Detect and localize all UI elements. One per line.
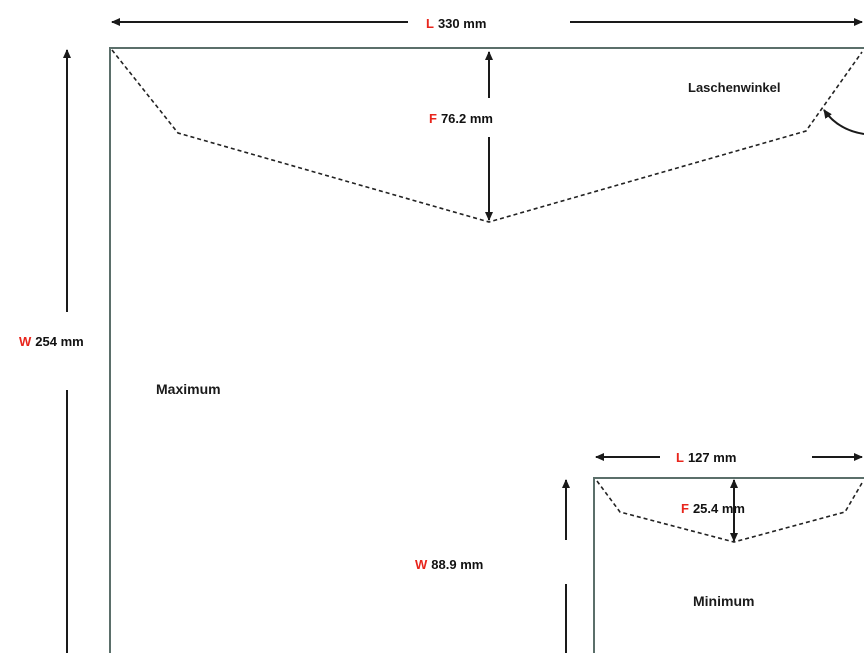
maximum-heading: Maximum — [156, 381, 221, 397]
maximum-envelope: L 330 mm W 254 mm F 76.2 mm Laschenwinkel M… — [19, 16, 864, 653]
flap-angle-arc — [823, 109, 864, 135]
flap-angle-label: Laschenwinkel — [688, 80, 780, 95]
minimum-flap-label: F 25.4 mm — [681, 501, 745, 516]
minimum-envelope-outline — [593, 477, 864, 653]
maximum-flap-label: F 76.2 mm — [429, 111, 493, 126]
minimum-heading: Minimum — [693, 593, 754, 609]
maximum-length-label: L 330 mm — [426, 16, 486, 31]
minimum-flap-dashed-line — [596, 480, 863, 543]
maximum-flap-dashed-line — [111, 49, 863, 223]
minimum-envelope: L 127 mm W 88.9 mm F 25.4 mm Minimum — [415, 450, 864, 653]
maximum-envelope-outline — [109, 47, 864, 653]
minimum-width-label: W 88.9 mm — [415, 557, 483, 572]
minimum-length-label: L 127 mm — [676, 450, 736, 465]
maximum-width-label: W 254 mm — [19, 334, 84, 349]
